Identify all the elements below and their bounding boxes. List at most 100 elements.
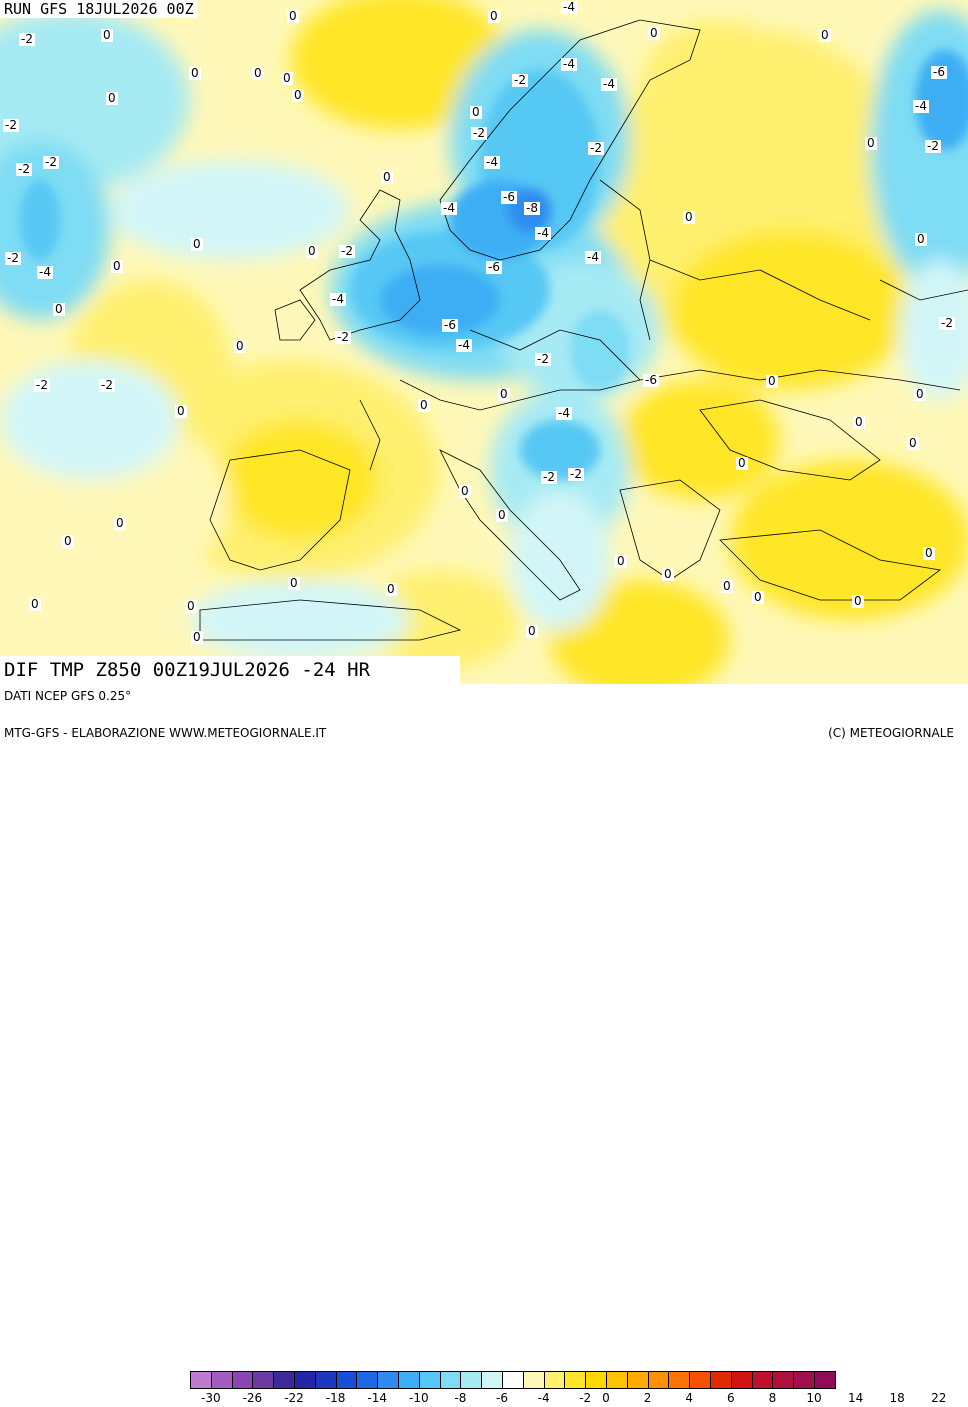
contour-label: 0 [381,170,393,184]
legend-tick-label: -14 [367,1391,387,1405]
contour-label: 0 [175,404,187,418]
contour-label: 0 [907,436,919,450]
contour-label: 0 [292,88,304,102]
contour-label: 0 [191,630,203,644]
map-title: DIF TMP Z850 00Z19JUL2026 -24 HR [0,656,460,684]
contour-label: -4 [585,250,601,264]
legend-swatch [669,1371,691,1389]
contour-label: -2 [512,73,528,87]
legend-tick-label: -6 [496,1391,508,1405]
legend-swatch [814,1371,836,1389]
legend-swatch [586,1371,607,1389]
legend-tick-label: 22 [931,1391,947,1405]
contour-label: 0 [488,9,500,23]
legend-swatch [294,1371,316,1389]
contour-label: 0 [766,374,778,388]
contour-label: 0 [111,259,123,273]
contour-label: -4 [441,201,457,215]
contour-label: 0 [418,398,430,412]
contour-label: 0 [234,339,246,353]
contour-label: -4 [456,338,472,352]
legend-swatch [232,1371,254,1389]
contour-label: 0 [853,415,865,429]
contour-label: -4 [330,292,346,306]
contour-label: 0 [648,26,660,40]
contour-label: -4 [484,155,500,169]
contour-label: -2 [588,141,604,155]
legend-tick-label: 4 [685,1391,694,1405]
contour-label: -2 [471,126,487,140]
contour-label: -4 [37,265,53,279]
contour-label: 0 [865,136,877,150]
color-legend-ticks: -30-26-22-18-14-10-8-6-4-202468101418223… [190,1391,968,1407]
legend-swatch [648,1371,670,1389]
contour-label: -6 [643,373,659,387]
contour-label: -2 [535,352,551,366]
contour-label: -4 [601,77,617,91]
contour-label: 0 [191,237,203,251]
contour-label: 0 [615,554,627,568]
legend-swatch [710,1371,732,1389]
contour-label: 0 [496,508,508,522]
legend-swatch [274,1371,295,1389]
contour-label: 0 [470,105,482,119]
legend-swatch [523,1371,545,1389]
legend-swatch [731,1371,753,1389]
contour-label: 0 [288,576,300,590]
credit-right: (C) METEOGIORNALE [828,726,954,740]
legend-tick-label: 18 [889,1391,905,1405]
contour-label: 0 [683,210,695,224]
contour-label: 0 [53,302,65,316]
legend-tick-label: -18 [325,1391,346,1405]
contour-label: 0 [914,387,926,401]
contour-label: 0 [287,9,299,23]
credit-left: MTG-GFS - ELABORAZIONE WWW.METEOGIORNALE… [4,726,327,740]
legend-swatch [398,1371,420,1389]
data-source: DATI NCEP GFS 0.25° [4,689,132,703]
contour-label: 0 [29,597,41,611]
legend-swatch [502,1371,524,1389]
legend-swatch [211,1371,233,1389]
contour-label: 0 [852,594,864,608]
legend-swatch [690,1371,711,1389]
contour-label: 0 [306,244,318,258]
contour-label: -2 [335,330,351,344]
legend-swatch [773,1371,795,1389]
legend-swatch [627,1371,649,1389]
legend-swatch [419,1371,441,1389]
contour-label: 0 [101,28,113,42]
legend-tick-label: -26 [242,1391,263,1405]
contour-label: 0 [736,456,748,470]
legend-swatch [440,1371,462,1389]
contour-label: -6 [501,190,517,204]
contour-label: 0 [752,590,764,604]
contour-label: 0 [62,534,74,548]
contour-label: -2 [19,32,35,46]
contour-label: 0 [662,567,674,581]
legend-tick-label: -2 [579,1391,592,1405]
contour-label: -2 [541,470,557,484]
contour-label: 0 [923,546,935,560]
legend-tick-label: 2 [643,1391,652,1405]
contour-label: 0 [721,579,733,593]
contour-label: 0 [185,599,197,613]
legend-swatch [752,1371,774,1389]
contour-label: 0 [189,66,201,80]
contour-label: 0 [106,91,118,105]
legend-swatch [191,1371,212,1389]
legend-tick-label: 8 [768,1391,777,1405]
contour-label: 0 [281,71,293,85]
contour-label: 0 [252,66,264,80]
contour-label: -2 [43,155,59,169]
contour-label: 0 [526,624,538,638]
contour-label: 0 [385,582,397,596]
contour-label: -8 [524,201,540,215]
legend-tick-label: 0 [602,1391,610,1405]
map-background [0,0,968,684]
contour-label: 0 [459,484,471,498]
contour-label: 0 [915,232,927,246]
run-title: RUN GFS 18JUL2026 00Z [0,0,198,18]
contour-label: -4 [561,57,577,71]
temperature-anomaly-map: 0 0 -4 -2 0 0 0 0 0 0 -4 -2 -4 -6 0 0 0 -4 -2 -2 0 -2 -2 -2 -2 -4… [0,0,968,684]
footer: DATI NCEP GFS 0.25° -30 -26 -22 -18 -14 -10 -8… [0,684,968,1405]
